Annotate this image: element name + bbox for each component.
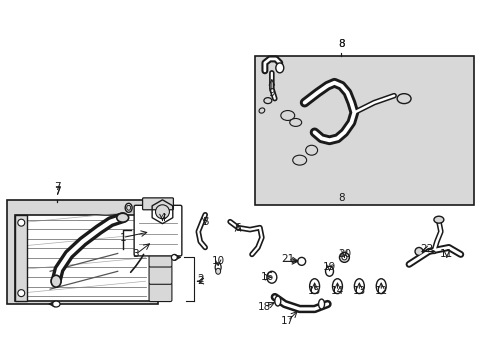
Ellipse shape [52, 301, 60, 307]
Text: 21: 21 [281, 255, 294, 264]
Text: 7: 7 [54, 186, 60, 196]
Ellipse shape [117, 213, 128, 222]
Text: 18: 18 [258, 302, 271, 312]
Ellipse shape [171, 255, 177, 260]
Text: 2: 2 [197, 276, 203, 286]
Text: 15: 15 [307, 286, 321, 296]
Text: 5: 5 [202, 217, 208, 227]
Ellipse shape [396, 94, 410, 104]
Ellipse shape [259, 108, 264, 113]
Text: 10: 10 [211, 256, 224, 266]
Ellipse shape [297, 257, 305, 265]
Ellipse shape [414, 247, 422, 255]
FancyBboxPatch shape [134, 205, 182, 256]
FancyBboxPatch shape [149, 266, 172, 284]
Text: 16: 16 [261, 272, 274, 282]
Ellipse shape [318, 299, 324, 309]
Ellipse shape [325, 266, 333, 276]
Ellipse shape [280, 111, 294, 121]
FancyBboxPatch shape [149, 231, 172, 250]
Text: 2: 2 [197, 274, 203, 284]
Text: 8: 8 [337, 193, 344, 203]
Text: 1: 1 [119, 233, 126, 243]
FancyBboxPatch shape [7, 200, 158, 304]
Text: 17: 17 [281, 316, 294, 326]
Text: 11: 11 [439, 249, 452, 260]
Polygon shape [152, 200, 172, 224]
Ellipse shape [126, 205, 130, 210]
Ellipse shape [51, 275, 61, 287]
Text: 8: 8 [337, 39, 344, 49]
Ellipse shape [375, 279, 386, 294]
Ellipse shape [292, 155, 306, 165]
FancyBboxPatch shape [149, 214, 172, 233]
Ellipse shape [433, 216, 443, 223]
Polygon shape [15, 215, 150, 301]
Ellipse shape [289, 118, 301, 126]
Ellipse shape [266, 271, 276, 283]
Ellipse shape [18, 290, 25, 297]
Ellipse shape [332, 279, 342, 294]
Ellipse shape [274, 296, 280, 306]
Text: 7: 7 [54, 187, 60, 197]
Circle shape [155, 205, 169, 219]
Text: 7: 7 [54, 182, 60, 192]
Text: 12: 12 [374, 286, 387, 296]
Ellipse shape [215, 268, 220, 274]
Ellipse shape [354, 279, 364, 294]
Text: 22: 22 [420, 244, 433, 255]
Ellipse shape [305, 145, 317, 155]
Text: 14: 14 [330, 286, 344, 296]
Ellipse shape [275, 63, 283, 73]
Ellipse shape [341, 255, 346, 260]
Text: 6: 6 [234, 222, 241, 233]
Ellipse shape [18, 219, 25, 226]
Text: 13: 13 [352, 286, 365, 296]
Polygon shape [15, 215, 27, 301]
Ellipse shape [339, 252, 349, 262]
Text: 8: 8 [337, 39, 344, 49]
FancyBboxPatch shape [149, 283, 172, 302]
FancyBboxPatch shape [254, 56, 473, 205]
Ellipse shape [309, 279, 319, 294]
Text: 19: 19 [322, 262, 335, 272]
Ellipse shape [215, 263, 221, 272]
Ellipse shape [264, 98, 271, 104]
FancyBboxPatch shape [149, 249, 172, 267]
Ellipse shape [125, 203, 132, 212]
Text: 20: 20 [337, 249, 350, 260]
Text: 9: 9 [268, 88, 275, 98]
Text: 4: 4 [159, 213, 165, 223]
FancyBboxPatch shape [142, 198, 173, 210]
Text: 3: 3 [132, 249, 139, 260]
